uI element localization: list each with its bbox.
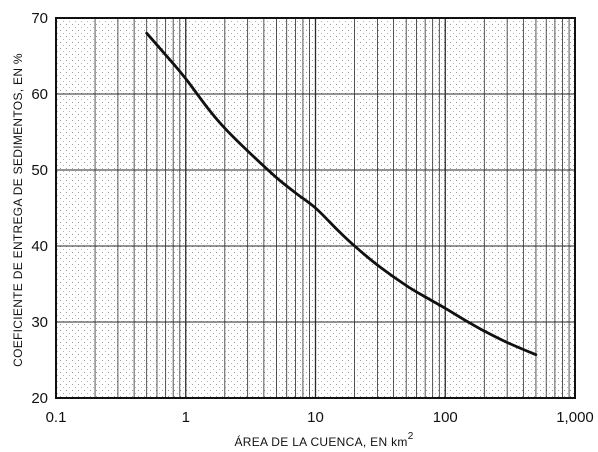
x-tick-labels: 0.1 1 10 100 1,000 <box>46 409 594 426</box>
x-axis-label-text: ÁREA DE LA CUENCA, EN km <box>234 434 407 449</box>
x-axis-label: ÁREA DE LA CUENCA, EN km2 <box>234 431 413 449</box>
y-tick-label: 20 <box>31 390 48 407</box>
y-tick-label: 60 <box>31 86 48 103</box>
series-line <box>145 31 538 357</box>
series-line-group <box>145 31 538 357</box>
x-tick-label: 1 <box>182 409 190 426</box>
x-tick-label: 100 <box>433 409 458 426</box>
y-tick-labels: 20 30 40 50 60 70 <box>31 10 48 407</box>
x-tick-label: 0.1 <box>46 409 67 426</box>
y-tick-label: 30 <box>31 314 48 331</box>
y-tick-label: 70 <box>31 10 48 27</box>
x-tick-label: 1,000 <box>556 409 594 426</box>
x-tick-label: 10 <box>307 409 324 426</box>
y-tick-label: 40 <box>31 238 48 255</box>
y-axis-label: COEFICIENTE DE ENTREGA DE SEDIMENTOS, EN… <box>11 53 25 367</box>
plot-frame <box>55 17 576 399</box>
x-axis-label-superscript: 2 <box>408 431 414 442</box>
y-tick-label: 50 <box>31 162 48 179</box>
